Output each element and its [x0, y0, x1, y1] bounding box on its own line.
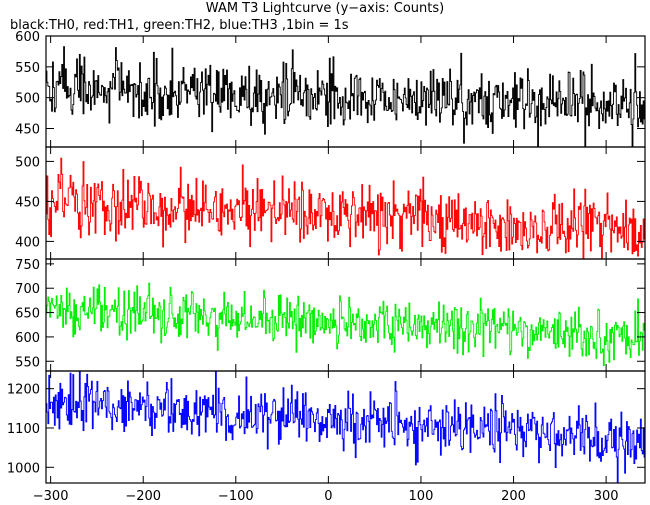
- y-tick-label: 400: [15, 235, 40, 250]
- series-line-3: [46, 371, 645, 483]
- y-tick-label: 600: [15, 331, 40, 346]
- y-tick-label: 700: [15, 282, 40, 297]
- x-tick-label: 0: [324, 489, 332, 504]
- y-tick-label: 550: [15, 355, 40, 370]
- panel-1: 400 450 500: [15, 146, 646, 260]
- panel-0: 450 500 550 600: [15, 30, 646, 148]
- chart-subtitle: black:TH0, red:TH1, green:TH2, blue:TH3 …: [10, 18, 349, 33]
- y-tick-label: 450: [15, 123, 40, 138]
- y-tick-label: 1200: [7, 383, 40, 398]
- panel-2: 550 600 650 700 750: [15, 258, 646, 372]
- y-tick-label: 450: [15, 195, 40, 210]
- series-line-2: [46, 282, 645, 366]
- x-tick-label: 100: [409, 489, 434, 504]
- y-tick-label: 600: [15, 30, 40, 45]
- y-tick-label: 750: [15, 258, 40, 273]
- x-tick-label: −100: [218, 489, 254, 504]
- x-tick-label: −200: [125, 489, 161, 504]
- chart-title: WAM T3 Lightcurve (y−axis: Counts): [206, 1, 444, 16]
- series-line-1: [46, 157, 645, 259]
- x-tick-label: −300: [33, 489, 69, 504]
- y-tick-label: 550: [15, 61, 40, 76]
- y-tick-label: 1100: [7, 422, 40, 437]
- panel-frame-3: [45, 370, 646, 484]
- x-tick-label: 200: [501, 489, 526, 504]
- y-tick-label: 500: [15, 155, 40, 170]
- y-tick-label: 650: [15, 307, 40, 322]
- y-tick-label: 500: [15, 92, 40, 107]
- series-line-0: [46, 46, 645, 147]
- panel-3: 1000 1100 1200: [7, 370, 646, 484]
- x-tick-label: 300: [594, 489, 619, 504]
- y-tick-label: 1000: [7, 461, 40, 476]
